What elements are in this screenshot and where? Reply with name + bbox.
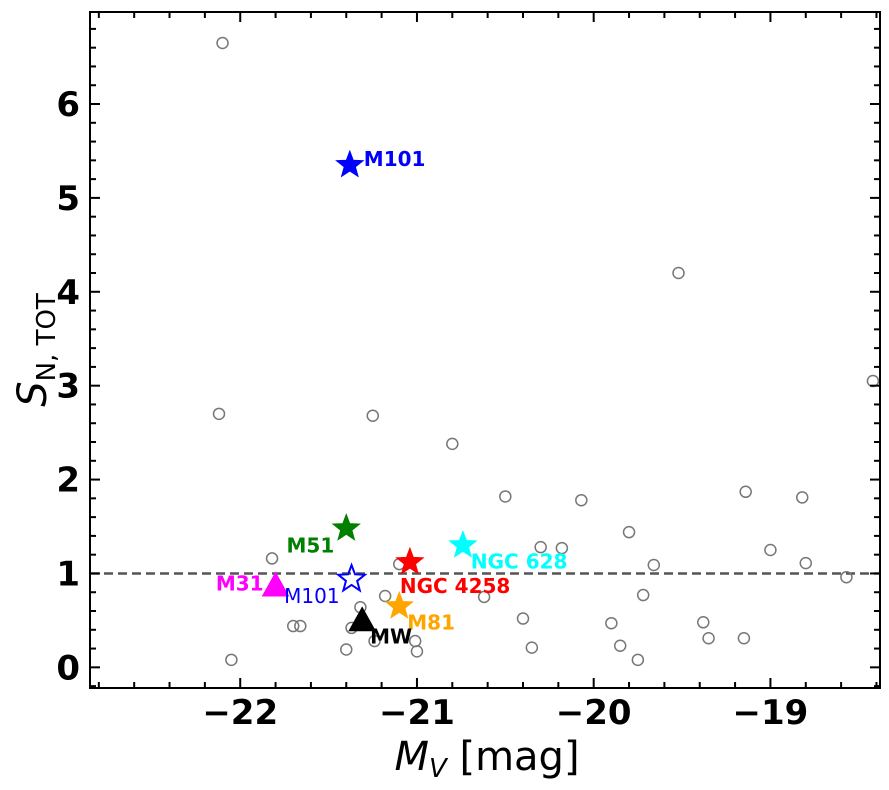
plot-frame xyxy=(89,11,881,689)
open-circle-point xyxy=(525,641,539,654)
label-m31: M31 xyxy=(216,572,264,596)
open-circle-point xyxy=(702,631,715,645)
open-circle-point xyxy=(378,589,392,603)
x-tick-label: −20 xyxy=(556,693,632,733)
star-marker-m81 xyxy=(384,590,414,619)
open-circle-point xyxy=(286,619,300,633)
background-points-layer xyxy=(212,36,880,667)
triangle-marker-mw xyxy=(348,606,377,632)
label-m101: M101 xyxy=(364,147,426,171)
open-circle-point xyxy=(605,616,618,630)
open-circle-point xyxy=(225,653,238,667)
open-circle-point xyxy=(366,409,380,422)
y-tick-label: 1 xyxy=(56,554,80,594)
star-marker-m101-alt- xyxy=(335,562,368,593)
open-circle-point xyxy=(840,570,853,584)
open-circle-point xyxy=(534,540,547,554)
x-axis-title-sub: V xyxy=(429,754,449,784)
star-marker-ngc-4258 xyxy=(395,546,425,575)
open-circle-point xyxy=(499,490,512,503)
open-circle-point xyxy=(410,645,424,658)
open-circle-point xyxy=(446,437,459,451)
open-circle-point xyxy=(636,588,650,602)
open-circle-point xyxy=(216,36,229,50)
open-circle-point xyxy=(631,653,645,667)
open-circle-point xyxy=(555,541,569,555)
y-tick-label: 3 xyxy=(56,367,80,407)
open-circle-point xyxy=(799,556,813,570)
y-axis-title-sub: N, TOT xyxy=(32,293,62,381)
open-circle-point xyxy=(739,485,752,499)
x-tick-label: −22 xyxy=(202,693,278,733)
open-circle-point xyxy=(613,639,627,652)
y-axis-title: SN, TOT xyxy=(10,293,62,407)
y-tick-label: 4 xyxy=(56,273,80,313)
highlighted-points-layer xyxy=(261,149,478,632)
open-circle-point xyxy=(294,619,307,633)
label-m101-alt-: M101 xyxy=(284,584,339,608)
star-marker-m101 xyxy=(335,149,365,178)
label-m51: M51 xyxy=(287,533,335,557)
open-circle-point xyxy=(516,612,530,625)
y-tick-label: 2 xyxy=(56,461,80,501)
x-axis-title: MV [mag] xyxy=(394,734,579,784)
open-circle-point xyxy=(575,493,588,507)
star-marker-m51 xyxy=(331,512,361,541)
open-circle-point xyxy=(737,631,751,645)
open-circle-point xyxy=(795,491,809,504)
y-axis-title-main: S xyxy=(10,381,56,406)
x-axis-title-unit: [mag] xyxy=(447,734,580,780)
star-marker-ngc-628 xyxy=(448,529,478,558)
label-m81: M81 xyxy=(407,610,455,634)
label-mw: MW xyxy=(370,624,412,648)
triangle-marker-m31 xyxy=(261,571,290,597)
open-circle-point xyxy=(212,407,226,421)
open-circle-point xyxy=(368,634,381,648)
x-tick-label: −21 xyxy=(379,693,455,733)
open-circle-point xyxy=(697,616,710,629)
open-circle-point xyxy=(477,590,491,604)
open-circle-point xyxy=(340,643,353,656)
label-ngc-628: NGC 628 xyxy=(471,549,568,573)
tick-label-layer: −22 −21 −20 −19 0 1 2 3 4 5 6 xyxy=(56,85,808,733)
label-ngc-4258: NGC 4258 xyxy=(400,574,510,598)
y-tick-label: 6 xyxy=(56,85,80,125)
open-circle-point xyxy=(647,558,661,572)
open-circle-point xyxy=(672,266,685,280)
y-tick-label: 0 xyxy=(56,648,80,688)
x-tick-label: −19 xyxy=(733,693,809,733)
open-circle-point xyxy=(764,543,777,557)
y-tick-label: 5 xyxy=(56,179,80,219)
x-axis-title-main: M xyxy=(394,734,429,780)
open-circle-point xyxy=(622,525,636,539)
open-circle-point xyxy=(265,552,279,565)
